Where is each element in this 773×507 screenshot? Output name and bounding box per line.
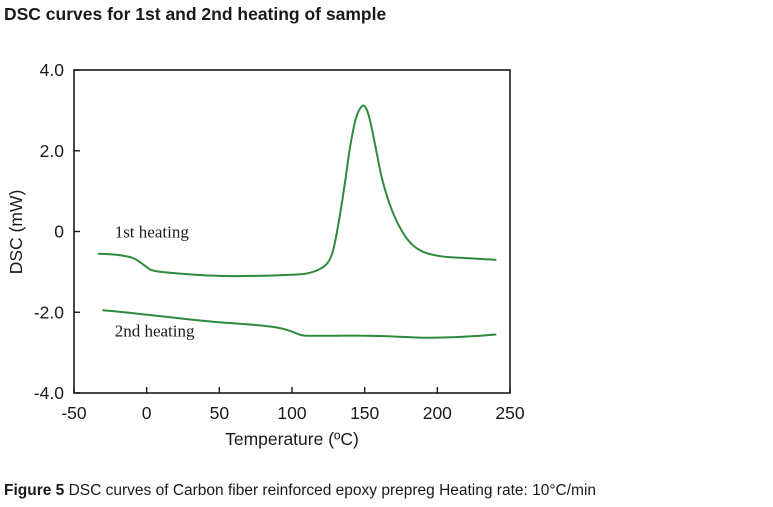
y-axis-label: DSC (mW)	[6, 190, 26, 275]
y-tick-label: -2.0	[34, 302, 64, 322]
figure-caption-text: DSC curves of Carbon fiber reinforced ep…	[68, 482, 597, 499]
y-tick-label: -4.0	[34, 383, 64, 403]
series-layer	[97, 104, 497, 339]
x-axis-label: Temperature (ºC)	[225, 429, 359, 449]
series-line-1st-heating	[97, 104, 497, 278]
y-tick-label: 0	[54, 222, 64, 242]
page-title: DSC curves for 1st and 2nd heating of sa…	[4, 4, 387, 24]
x-tick-label: 250	[495, 403, 524, 423]
x-axis: -50 0 50 100 150 200 250	[61, 387, 525, 423]
x-tick-label: 100	[277, 403, 306, 423]
x-tick-label: 200	[423, 403, 452, 423]
figure-label: Figure 5	[4, 482, 65, 499]
y-tick-label: 4.0	[40, 60, 65, 80]
series-annotation-2nd-heating: 2nd heating	[115, 321, 195, 340]
x-tick-label: 150	[350, 403, 379, 423]
y-axis: -4.0 -2.0 0 2.0 4.0	[34, 60, 80, 403]
annotation-layer: 1st heating 2nd heating	[115, 223, 195, 341]
x-tick-label: 50	[210, 403, 230, 423]
dsc-line-chart: -50 0 50 100 150 200 250 -4.0 -2.0 0 2.0 4.0 1st h…	[6, 60, 525, 449]
x-tick-label: 0	[142, 403, 152, 423]
x-tick-label: -50	[61, 403, 87, 423]
series-line-2nd-heating	[102, 309, 497, 339]
figure-caption: Figure 5 DSC curves of Carbon fiber rein…	[4, 482, 596, 500]
y-tick-label: 2.0	[40, 141, 65, 161]
series-annotation-1st-heating: 1st heating	[115, 223, 190, 242]
